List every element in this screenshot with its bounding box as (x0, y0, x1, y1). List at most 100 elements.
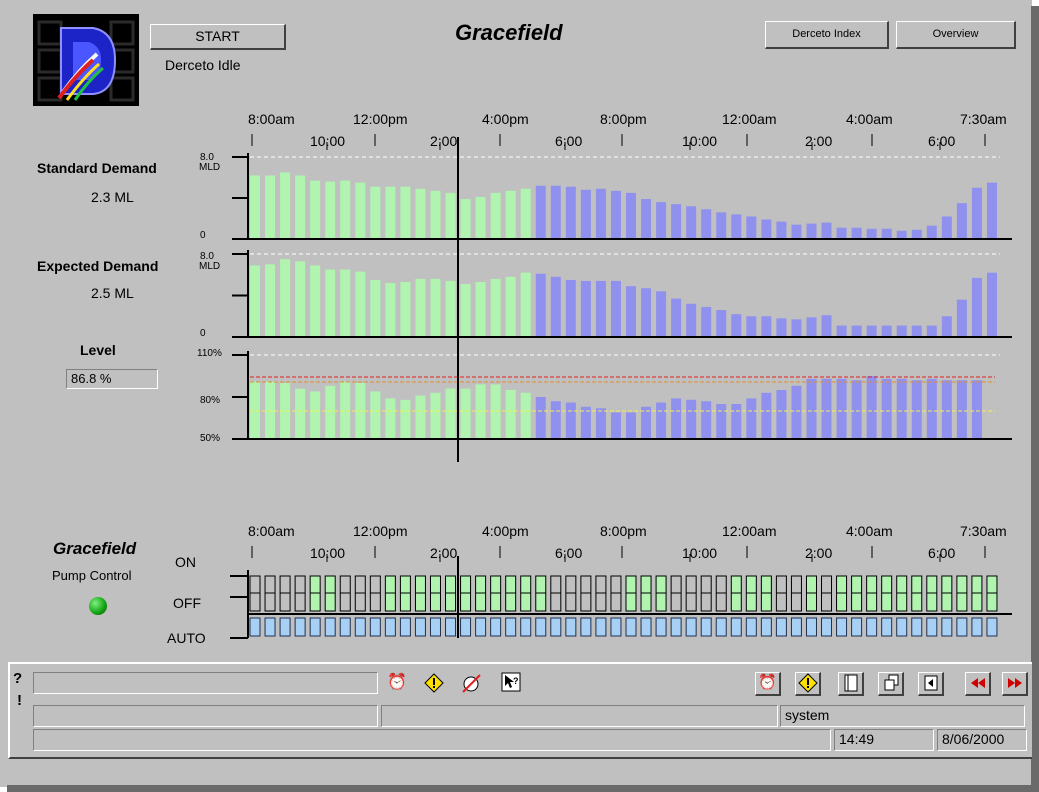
pump-auto-slot (324, 617, 336, 637)
top-axis-time-label: 12:00pm (353, 111, 407, 127)
window-export-button[interactable] (918, 672, 944, 696)
expected-demand-bar (701, 306, 712, 337)
expected-demand-bar (956, 299, 967, 337)
bottom-axis-time-label: 7:30am (960, 523, 1007, 539)
expected-demand-label: Expected Demand (37, 258, 159, 274)
expected-demand-bar (851, 325, 862, 337)
expected-demand-bar (490, 278, 501, 337)
level-bar (731, 404, 742, 439)
pump-auto-slot (294, 617, 306, 637)
standard-demand-bar (641, 199, 652, 239)
alarm-disabled-icon[interactable] (460, 672, 482, 694)
top-axis-time-label: 2:00 (805, 133, 832, 149)
start-button[interactable]: START (150, 24, 286, 50)
standard-demand-label: Standard Demand (37, 160, 157, 176)
pump-auto-slot (775, 617, 787, 637)
bottom-axis-time-label: 8:00pm (600, 523, 647, 539)
bottom-axis-time-label: 4:00am (846, 523, 893, 539)
derceto-index-button[interactable]: Derceto Index (765, 21, 889, 49)
warning-icon[interactable] (423, 672, 445, 694)
level-bar (956, 380, 967, 439)
level-bar (656, 402, 667, 439)
status-field (33, 729, 831, 751)
expected-demand-bar (671, 298, 682, 337)
standard-demand-bar (355, 182, 366, 239)
pump-auto-slot (625, 617, 637, 637)
top-axis-time-label: 4:00am (846, 111, 893, 127)
pump-auto-slot (821, 617, 833, 637)
level-tick-high: 110% (197, 348, 222, 359)
overview-button[interactable]: Overview (896, 21, 1016, 49)
expected-demand-bar (746, 316, 757, 337)
help-pointer-icon[interactable]: ? (500, 672, 522, 694)
top-axis-time-label: 8:00am (248, 111, 295, 127)
expected-demand-bar (941, 316, 952, 337)
standard-demand-bar (265, 175, 276, 239)
level-bar (716, 404, 727, 439)
expected-demand-bar (776, 318, 787, 337)
pump-auto-slot (805, 617, 817, 637)
expected-demand-bar (460, 284, 471, 337)
document-button[interactable] (838, 672, 864, 696)
level-bar (400, 399, 411, 439)
standard-demand-bar (881, 228, 892, 239)
expected-demand-bar (250, 265, 260, 337)
standard-demand-bar (956, 203, 967, 239)
expected-demand-bar (926, 325, 937, 337)
top-axis-time-label: 12:00am (722, 111, 776, 127)
derceto-logo-graphic (37, 18, 135, 102)
standard-demand-bar (445, 192, 456, 239)
fast-forward-button[interactable] (1002, 672, 1028, 696)
page-title: Gracefield (455, 20, 563, 45)
standard-demand-bar (310, 180, 321, 239)
top-axis-time-label: 6:00 (555, 133, 582, 149)
pump-status-indicator (89, 597, 107, 615)
standard-demand-bar (686, 206, 697, 239)
pump-auto-slot (580, 617, 592, 637)
bottom-axis-time-label: 10:00 (682, 545, 717, 561)
level-bar (701, 401, 712, 439)
time-field: 14:49 (834, 729, 934, 751)
expected-demand-bar (731, 314, 742, 337)
pump-auto-slot (881, 617, 893, 637)
standard-demand-bar (941, 216, 952, 239)
expected-demand-bar (881, 325, 892, 337)
pump-auto-slot (429, 617, 441, 637)
standard-demand-bar (340, 180, 351, 239)
level-bar (385, 398, 396, 439)
alarm-clock-button[interactable]: ⏰ (755, 672, 781, 696)
level-bar (941, 380, 952, 439)
top-axis-time-label: 7:30am (960, 111, 1007, 127)
pump-auto-slot (941, 617, 953, 637)
standard-demand-bar (565, 186, 576, 239)
expected-demand-bar (400, 282, 411, 337)
bottom-axis-time-label: 4:00pm (482, 523, 529, 539)
pump-auto-slot (339, 617, 351, 637)
pump-auto-slot (745, 617, 757, 637)
warning-button[interactable] (795, 672, 821, 696)
level-bar (265, 381, 276, 439)
expected-demand-bar (505, 276, 516, 337)
user-field: system (780, 705, 1025, 727)
window-copy-button[interactable] (878, 672, 904, 696)
pump-auto-slot (535, 617, 547, 637)
expected-demand-bar (475, 282, 486, 337)
expected-demand-bar (821, 315, 832, 337)
expected-demand-bar (550, 276, 561, 337)
pump-auto-slot (836, 617, 848, 637)
pump-auto-slot (279, 617, 291, 637)
level-bar (505, 390, 516, 439)
expected-demand-bar (295, 261, 306, 337)
pump-auto-slot (309, 617, 321, 637)
expected-demand-bar (265, 264, 276, 337)
standard-demand-bar (806, 223, 817, 239)
alarm-clock-icon[interactable]: ⏰ (387, 674, 407, 691)
standard-demand-bar (580, 189, 591, 239)
pump-auto-slot (249, 617, 261, 637)
pump-auto-slot (911, 617, 923, 637)
level-bar (595, 408, 606, 439)
rewind-button[interactable] (965, 672, 991, 696)
derceto-logo (33, 14, 139, 106)
level-bar (626, 412, 636, 439)
level-bar (535, 397, 546, 439)
